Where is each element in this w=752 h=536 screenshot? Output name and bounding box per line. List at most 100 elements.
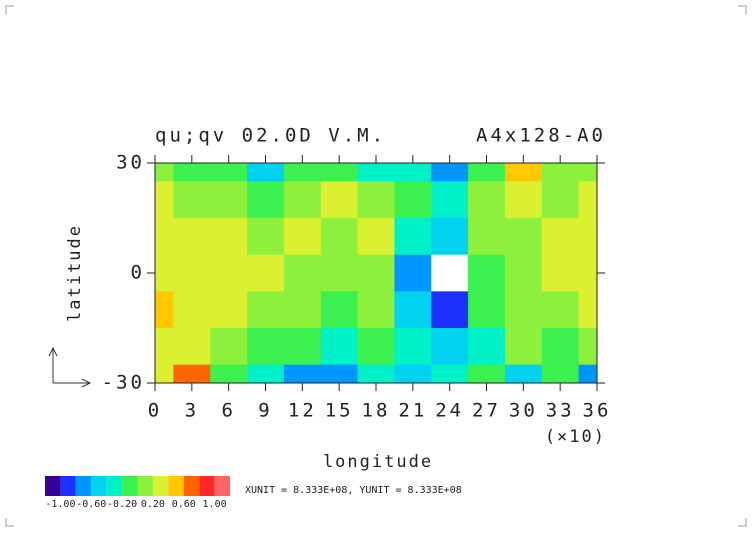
contour-cell [468,181,506,219]
colorbar-box [106,476,123,496]
contour-cell [394,291,432,329]
y-tick-label: 0 [131,262,145,284]
contour-cell [541,291,580,329]
colorbar-label: -0.60 [76,499,106,510]
contour-cell [431,291,469,329]
chart-title: qu;qv 02.0D V.M. [155,125,386,147]
x-tick-label: 24 [435,400,464,422]
contour-cell [320,181,359,219]
contour-cell [394,328,432,366]
contour-cell [173,254,211,292]
contour-cell [173,328,211,366]
contour-cell [247,218,285,256]
contour-cell [578,328,598,366]
contour-cell [394,163,432,182]
x-tick-label: 18 [362,400,391,422]
x-tick-label: 3 [185,400,199,422]
contour-cell [431,181,469,219]
colorbar-label: 0.20 [141,499,165,510]
contour-cell [173,163,211,182]
corner-marks [5,5,747,527]
contour-cell [283,291,322,329]
contour-cell [357,181,395,219]
contour-cell [173,181,211,219]
x-tick-label: 21 [398,400,427,422]
contour-cell [357,291,395,329]
contour-cell [247,181,285,219]
contour-cell [210,163,248,182]
contour-cell [247,254,285,292]
contour-cell [210,328,248,366]
contour-cell [210,181,248,219]
colorbar-label: 0.60 [172,499,196,510]
contour-cell [504,291,543,329]
y-tick-label: -30 [102,372,145,394]
colorbar-box [183,476,200,496]
contour-cell [541,218,580,256]
colorbar-box [60,476,76,496]
colorbar-box [199,476,215,496]
contour-cell [578,218,598,256]
contour-cell [210,364,248,384]
contour-cell [320,218,359,256]
x-tick-label: 15 [325,400,354,422]
contour-cell [247,163,285,182]
contour-cell [394,364,432,384]
contour-cell [320,163,359,182]
contour-cell [468,218,506,256]
contour-cell [578,181,598,219]
y-axis-label: latitude [65,224,85,322]
contour-cell [320,364,359,384]
contour-cell [394,181,432,219]
contour-cell [541,364,580,384]
contour-cell [155,291,174,329]
x-tick-label: 36 [583,400,612,422]
contour-cell [357,163,395,182]
contour-cell [578,291,598,329]
reference-arrows [48,346,92,388]
contour-cell [468,291,506,329]
colorbar-box [91,476,107,496]
colorbar-box [45,476,61,496]
contour-cell [283,218,322,256]
contour-cell [468,163,506,182]
contour-cell [541,328,580,366]
contour-cell [283,181,322,219]
colorbar-label: -1.00 [45,499,75,510]
unit-note: XUNIT = 8.333E+08, YUNIT = 8.333E+08 [245,485,462,496]
x-tick-label: 27 [472,400,501,422]
contour-cell [320,328,359,366]
contour-cell [504,364,543,384]
contour-cell [155,328,174,366]
y-tick-label: 30 [116,152,145,174]
contour-cell [578,163,598,182]
contour-cell [357,364,395,384]
contour-cell [210,291,248,329]
contour-cell [468,364,506,384]
contour-cell [468,328,506,366]
contour-cell [247,328,285,366]
contour-cell [431,218,469,256]
x-tick-label: 30 [509,400,538,422]
colorbar-box [122,476,138,496]
colorbar-box [75,476,92,496]
contour-cell [431,328,469,366]
x-multiplier: (×10) [545,427,606,447]
contour-cell [283,163,322,182]
contour-cell [431,163,469,182]
contour-cell [247,364,285,384]
colorbar-label: 1.00 [203,499,227,510]
x-tick-label: 0 [148,400,162,422]
contour-cell [155,163,174,182]
contour-cell [431,254,469,292]
contour-cell [357,328,395,366]
x-tick-label: 33 [546,400,575,422]
contour-cell [320,254,359,292]
contour-cell [357,254,395,292]
contour-cell [155,254,174,292]
contour-cell [541,181,580,219]
contour-cell [155,364,174,384]
contour-cell [394,254,432,292]
contour-cell [578,254,598,292]
